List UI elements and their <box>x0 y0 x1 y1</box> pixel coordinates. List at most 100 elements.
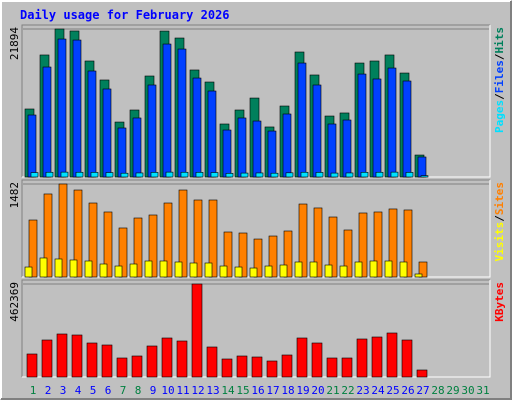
bar <box>24 266 33 278</box>
bar <box>343 229 353 278</box>
x-tick-label: 7 <box>120 384 127 397</box>
x-tick-label: 15 <box>236 384 249 397</box>
bar <box>236 355 248 378</box>
bar <box>294 261 303 278</box>
bar <box>148 214 158 278</box>
bar <box>249 267 258 278</box>
bar <box>416 369 428 378</box>
bar <box>165 171 174 178</box>
legend-entry: Pages <box>493 100 506 133</box>
bar <box>328 216 338 278</box>
bar <box>87 70 97 178</box>
bar <box>129 263 138 278</box>
bar <box>369 260 378 278</box>
bar <box>30 172 39 178</box>
bar <box>118 227 128 278</box>
x-tick-label: 26 <box>401 384 414 397</box>
bar <box>313 207 323 278</box>
bar <box>384 260 393 278</box>
bar <box>103 211 113 278</box>
bar <box>73 189 83 278</box>
y-tick-label: 21894 <box>8 27 21 60</box>
bar <box>204 262 213 278</box>
bar <box>387 67 397 178</box>
bar <box>339 265 348 278</box>
legend: Visits/Sites <box>493 182 506 262</box>
legend-separator: / <box>493 53 506 60</box>
bar <box>341 357 353 378</box>
bar <box>358 212 368 278</box>
bar <box>223 231 233 278</box>
bar <box>60 171 69 178</box>
bar <box>327 123 337 178</box>
x-tick-label: 9 <box>150 384 157 397</box>
bar <box>144 260 153 278</box>
bar <box>176 340 188 378</box>
x-tick-label: 3 <box>60 384 67 397</box>
x-tick-label: 29 <box>446 384 459 397</box>
bar <box>75 171 84 178</box>
bar <box>225 173 234 178</box>
x-tick-label: 12 <box>191 384 204 397</box>
bar <box>297 62 307 178</box>
legend-entry: Hits <box>493 27 506 54</box>
legend-separator: / <box>493 93 506 100</box>
x-tick-label: 23 <box>356 384 369 397</box>
x-tick-label: 20 <box>311 384 324 397</box>
x-tick-label: 24 <box>371 384 385 397</box>
bar <box>357 73 367 178</box>
bar <box>26 353 38 378</box>
bar <box>296 337 308 378</box>
legend-entry: Files <box>493 60 506 93</box>
x-tick-label: 30 <box>461 384 474 397</box>
bar <box>402 80 412 178</box>
bar <box>417 156 427 178</box>
bar <box>189 262 198 278</box>
x-tick-label: 5 <box>90 384 97 397</box>
bar <box>162 43 172 178</box>
bar <box>330 172 339 178</box>
bar <box>161 337 173 378</box>
bar <box>401 339 413 378</box>
x-tick-label: 18 <box>281 384 294 397</box>
bar <box>279 264 288 278</box>
bar <box>88 202 98 278</box>
bar <box>252 120 262 178</box>
x-tick-label: 4 <box>75 384 82 397</box>
bar <box>238 232 248 278</box>
bar <box>210 172 219 178</box>
x-tick-label: 14 <box>221 384 235 397</box>
bar <box>234 266 243 278</box>
bar <box>360 172 369 178</box>
bar <box>298 203 308 278</box>
bar <box>58 183 68 278</box>
bar <box>39 257 48 278</box>
x-tick-label: 25 <box>386 384 399 397</box>
y-tick-label: 1482 <box>8 182 21 209</box>
x-tick-label: 11 <box>176 384 189 397</box>
bar <box>56 333 68 378</box>
bar <box>193 199 203 278</box>
bar <box>375 171 384 178</box>
bar <box>178 189 188 278</box>
panel-shadow <box>21 24 490 177</box>
bar <box>253 238 263 278</box>
bar <box>90 172 99 178</box>
legend-entry: KBytes <box>493 282 506 322</box>
bar <box>71 334 83 378</box>
legend: KBytes <box>493 282 506 322</box>
bar <box>102 88 112 178</box>
x-tick-label: 10 <box>161 384 174 397</box>
x-tick-label: 16 <box>251 384 264 397</box>
bar <box>195 172 204 178</box>
x-tick-label: 13 <box>206 384 219 397</box>
bar <box>28 219 38 278</box>
bar <box>356 338 368 378</box>
x-tick-label: 28 <box>431 384 444 397</box>
bar <box>206 346 218 378</box>
bar <box>326 357 338 378</box>
x-tick-label: 6 <box>105 384 112 397</box>
bar <box>219 265 228 278</box>
